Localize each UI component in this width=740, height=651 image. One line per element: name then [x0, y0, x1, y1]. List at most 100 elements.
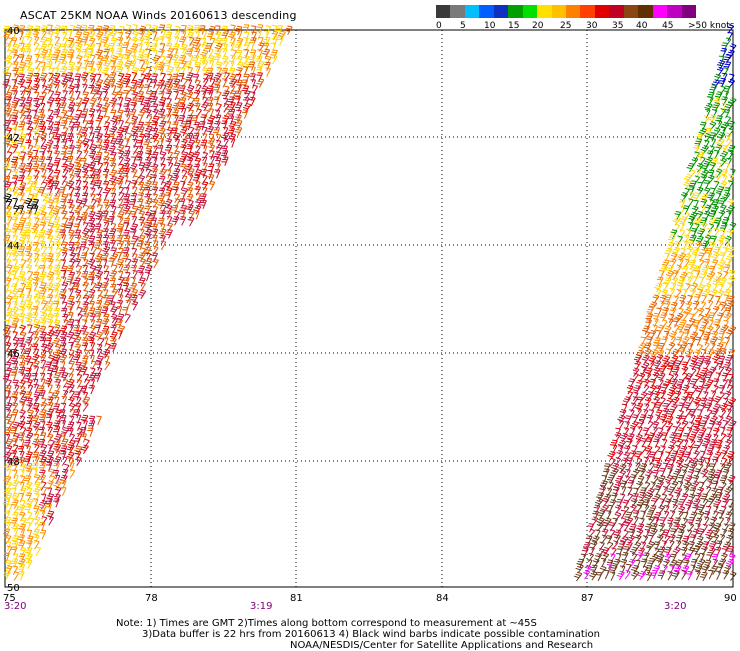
time-label-right: 3:20 [664, 601, 687, 612]
wind-barb [665, 264, 674, 275]
wind-barb [116, 36, 124, 47]
wind-barb [236, 67, 243, 77]
wind-barb [41, 300, 49, 310]
wind-barb [31, 156, 39, 166]
wind-barb [195, 192, 202, 203]
wind-barb [694, 138, 703, 148]
wind-barb [84, 378, 91, 389]
wind-barb [74, 78, 81, 89]
wind-barb [45, 156, 53, 166]
wind-barb [179, 126, 188, 137]
wind-barb [186, 187, 194, 197]
wind-barb [74, 186, 81, 196]
wind-barb [704, 156, 713, 167]
wind-barb [20, 426, 27, 437]
wind-barb [179, 120, 188, 131]
wind-barb [47, 276, 55, 286]
wind-barb [24, 504, 32, 514]
wind-barb [682, 205, 690, 215]
wind-barb [109, 277, 116, 287]
wind-barb [688, 421, 695, 431]
wind-barb [693, 325, 699, 335]
wind-barb [639, 467, 646, 478]
wind-barb [25, 276, 34, 287]
wind-barb [161, 84, 167, 94]
wind-barb [703, 258, 711, 269]
wind-barb [194, 169, 203, 179]
wind-barb [87, 24, 95, 35]
wind-barb [158, 102, 166, 112]
wind-barb [706, 551, 713, 562]
wind-barb [33, 289, 40, 300]
wind-barb [33, 486, 42, 496]
wind-barb [158, 228, 167, 238]
wind-barb [98, 337, 105, 347]
wind-barb [104, 343, 112, 353]
wind-barb [687, 271, 694, 282]
wind-barb [24, 85, 33, 96]
wind-barb [182, 175, 188, 185]
wind-barb [101, 67, 110, 77]
wind-barb [19, 390, 27, 400]
wind-barb [678, 348, 686, 358]
wind-barb [96, 234, 103, 244]
wind-barb [681, 336, 690, 346]
latitude-label: 48 [7, 457, 20, 468]
wind-barb [667, 467, 673, 478]
wind-barb [589, 570, 598, 581]
wind-barb [675, 312, 684, 323]
wind-barb [10, 391, 19, 401]
wind-barb [712, 102, 721, 112]
wind-barb [696, 162, 704, 173]
wind-barb [652, 426, 659, 436]
wind-barb [68, 216, 76, 226]
wind-barb [683, 179, 692, 190]
longitude-label: 81 [290, 593, 303, 604]
wind-barb [73, 229, 82, 239]
wind-barb [589, 546, 595, 557]
wind-barb [75, 48, 82, 59]
wind-barb [701, 240, 710, 250]
wind-barb [12, 336, 20, 347]
wind-barb [694, 415, 703, 425]
wind-barb [659, 413, 668, 424]
wind-barb [228, 120, 237, 131]
wind-barb [74, 253, 81, 263]
wind-barb [72, 354, 81, 364]
wind-barb [109, 331, 118, 341]
wind-barb [601, 522, 609, 532]
wind-barb [180, 144, 187, 154]
wind-barb [53, 349, 62, 359]
wind-barb [19, 379, 27, 390]
wind-barb [6, 264, 13, 274]
wind-barb [137, 37, 145, 47]
wind-barb [54, 234, 63, 244]
wind-barb [186, 168, 195, 178]
wind-barb [130, 264, 138, 275]
wind-barb [251, 31, 257, 41]
wind-barb [45, 84, 53, 94]
wind-barb [76, 264, 83, 275]
wind-barb [192, 25, 200, 35]
wind-barb [623, 546, 630, 556]
wind-barb [691, 157, 699, 167]
wind-barb [131, 67, 140, 77]
wind-barb [74, 73, 82, 83]
wind-barb [688, 540, 695, 551]
wind-barb [202, 151, 209, 162]
wind-barb [700, 301, 707, 311]
wind-barb [48, 354, 56, 365]
wind-barb [39, 353, 47, 364]
wind-barb [719, 150, 729, 161]
wind-barb [719, 222, 728, 233]
wind-barb [17, 558, 26, 568]
wind-barb [46, 433, 54, 443]
wind-barb [122, 264, 131, 274]
wind-barb [626, 541, 633, 552]
wind-barb [627, 391, 634, 401]
wind-barb [726, 300, 735, 310]
wind-barb [122, 229, 130, 240]
wind-barb [159, 55, 167, 65]
wind-barb [32, 120, 40, 130]
wind-barb [720, 426, 726, 437]
